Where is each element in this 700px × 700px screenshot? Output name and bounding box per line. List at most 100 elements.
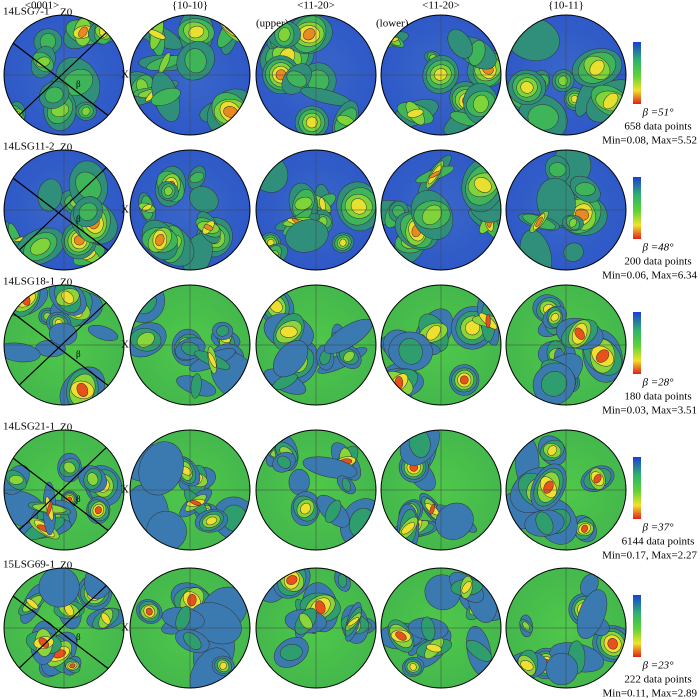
contour [302,456,358,479]
column-header: {10-11} [548,0,584,12]
pole-figure [505,284,627,406]
pole-figure-outline [3,149,125,271]
contour [426,643,442,653]
contour [38,637,50,648]
contour [575,182,596,197]
contour [37,178,63,212]
min-max: Min=0.06, Max=6.34 [602,270,697,282]
pole-figure-outline [380,429,502,551]
contour [465,640,492,662]
pole-figure-outline [3,14,125,136]
contour [294,196,313,211]
contour [164,186,173,196]
colorbar [633,457,641,519]
contour [81,106,91,116]
contour [574,327,585,340]
pole-figure [129,429,251,551]
contour [581,524,588,533]
contours [532,294,623,405]
contour [603,92,619,110]
pole-figure-outline [255,14,377,136]
contour [277,455,291,469]
contour [187,593,197,607]
contour [535,216,543,228]
contour [101,612,111,625]
pole-figure [129,284,251,406]
contour [190,500,202,506]
beta-value: β =51° [641,107,674,119]
colorbar [633,177,641,239]
data-points: 222 data points [624,674,691,686]
contour [207,352,217,368]
contour [26,598,39,610]
pole-figure [129,567,251,689]
contour [4,342,41,363]
contour [563,242,584,262]
contours [257,286,373,395]
pole-figure-outline [3,567,125,689]
contour [589,59,605,76]
pole-figure-outline [3,429,125,551]
contour [279,644,303,661]
contour [219,661,227,670]
pole-figure-outline [255,429,377,551]
sample-label: 14LSG11-2 [3,141,55,153]
pole-figure [3,567,125,689]
pole-figure-outline [505,284,627,406]
contour [435,502,474,540]
contour [76,382,89,397]
contour [87,324,119,341]
contour [339,238,347,247]
pole-figure [3,14,125,136]
beta-symbol: β [76,79,81,89]
pole-figure-outline [3,284,125,406]
contour [138,441,184,496]
column-header: {10-10} [172,0,208,12]
pole-figure-outline [380,149,502,271]
pole-figure [505,567,627,689]
column-header: <11-20> [297,0,335,12]
x-label: X [121,484,129,496]
contour [474,177,492,193]
x-label: X [121,622,129,634]
contour [38,568,80,608]
min-max: Min=0.08, Max=5.52 [602,135,697,147]
contours [265,434,376,548]
beta-symbol: β [76,632,81,642]
contour [136,332,155,348]
contour [447,29,473,59]
contour [434,68,448,81]
contour [395,631,407,641]
pole-figure [3,149,125,271]
z-label: Z0 [60,7,73,19]
contour [596,349,610,363]
pole-figure [3,429,125,551]
contour [324,499,342,523]
beta-symbol: β [76,349,81,359]
colorbar [633,42,641,104]
data-points: 180 data points [624,391,691,403]
contour [407,108,424,118]
contour [568,218,577,228]
contour [183,632,202,650]
pole-figure-outline [129,429,251,551]
contour [30,237,51,256]
contour [341,478,351,492]
contour [272,340,309,378]
beta-symbol: β [76,214,81,224]
contour [426,325,441,341]
contour [401,522,416,535]
pole-figure-outline [505,149,627,271]
contour [550,313,559,322]
x-label: X [121,69,129,81]
pole-figure-outline [129,567,251,689]
contour [205,516,217,526]
beta-value: β =37° [641,522,674,534]
structure-line [8,309,115,391]
contours [4,444,123,541]
contour [303,28,316,41]
beta-value: β =23° [641,660,674,672]
contour [459,375,469,385]
beta-symbol: β [76,494,81,504]
